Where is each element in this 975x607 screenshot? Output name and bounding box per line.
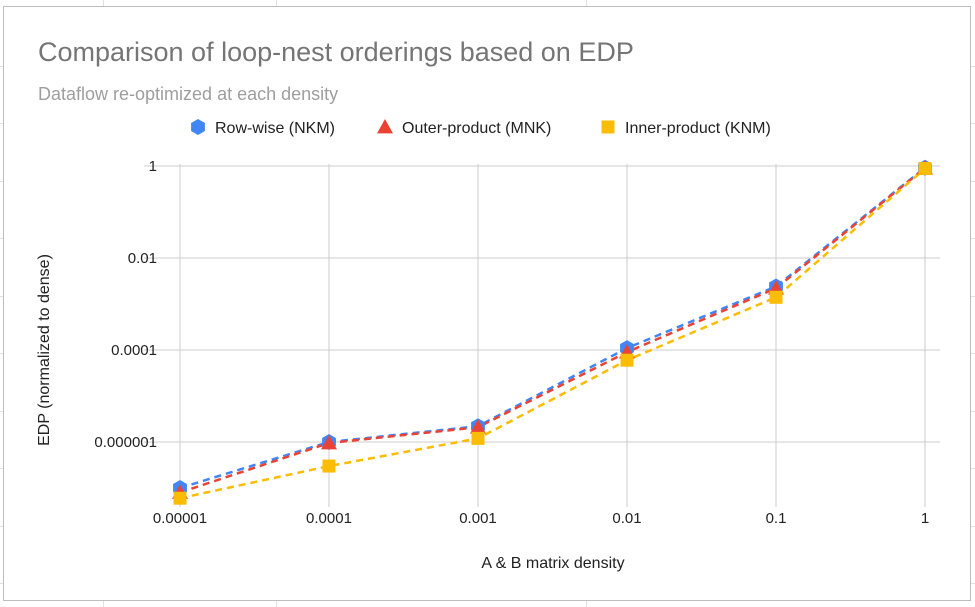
x-tick-label: 0.001 <box>459 510 497 527</box>
y-tick-label: 0.000001 <box>94 434 157 451</box>
legend-marker[interactable] <box>601 120 615 134</box>
x-tick-label: 0.0001 <box>306 510 352 527</box>
x-axis-ticks: 0.00001 0.0001 0.001 0.01 0.1 1 <box>153 510 929 527</box>
x-axis-label: A & B matrix density <box>481 555 624 572</box>
legend-label: Row-wise (NKM) <box>215 120 335 137</box>
y-tick-label: 1 <box>149 158 157 175</box>
legend-marker[interactable] <box>191 119 205 135</box>
legend-item-1[interactable]: Outer-product (MNK) <box>377 119 551 137</box>
y-tick-label: 0.01 <box>128 250 157 267</box>
chart-title: Comparison of loop-nest orderings based … <box>38 37 634 67</box>
series-markers <box>172 159 933 505</box>
series-line-0 <box>179 166 926 490</box>
legend-item-2[interactable]: Inner-product (KNM) <box>601 120 771 137</box>
y-axis-label: EDP (normalized to dense) <box>36 254 53 446</box>
plot-gridlines <box>144 164 940 507</box>
data-point-series-2[interactable] <box>322 459 336 473</box>
x-tick-label: 0.01 <box>612 510 641 527</box>
legend-label: Inner-product (KNM) <box>625 120 771 137</box>
y-axis-ticks: 0.000001 0.0001 0.01 1 <box>94 158 157 451</box>
data-point-series-2[interactable] <box>620 353 634 367</box>
x-tick-label: 0.00001 <box>153 510 207 527</box>
series-line-1 <box>179 167 926 494</box>
data-point-series-1[interactable] <box>470 419 486 434</box>
data-point-series-1[interactable] <box>321 435 337 450</box>
data-point-series-2[interactable] <box>918 162 932 176</box>
data-point-series-2[interactable] <box>173 491 187 505</box>
chart-subtitle: Dataflow re-optimized at each density <box>38 84 339 104</box>
legend-item-0[interactable]: Row-wise (NKM) <box>191 119 335 137</box>
x-tick-label: 0.1 <box>766 510 787 527</box>
legend[interactable]: Row-wise (NKM) Outer-product (MNK) Inner-p… <box>191 119 771 137</box>
legend-label: Outer-product (MNK) <box>402 120 551 137</box>
chart-container[interactable]: Comparison of loop-nest orderings based … <box>3 6 971 601</box>
series-lines <box>179 166 926 500</box>
data-point-series-2[interactable] <box>471 431 485 445</box>
data-point-series-2[interactable] <box>769 290 783 304</box>
series-line-2 <box>179 167 926 500</box>
legend-marker[interactable] <box>377 119 393 134</box>
y-tick-label: 0.0001 <box>111 342 157 359</box>
x-tick-label: 1 <box>921 510 929 527</box>
